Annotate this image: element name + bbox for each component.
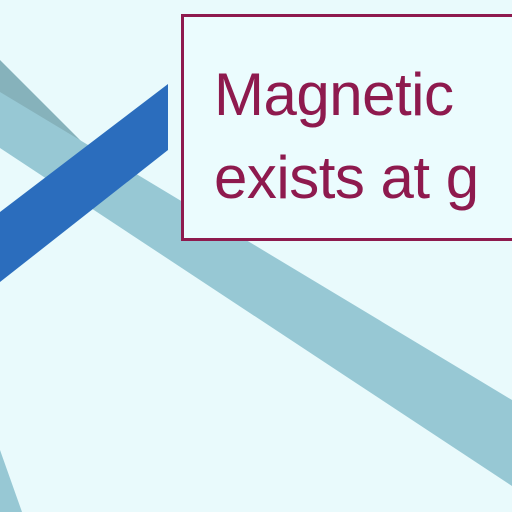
blue-field-band <box>0 84 168 282</box>
light-blue-field-band-lower <box>0 450 22 512</box>
callout-text-line-1: Magnetic <box>214 61 454 128</box>
callout-box: Magnetic exists at g <box>181 14 512 241</box>
light-blue-field-band-diagonal <box>0 92 512 486</box>
callout-text-line-2: exists at g <box>214 144 479 211</box>
